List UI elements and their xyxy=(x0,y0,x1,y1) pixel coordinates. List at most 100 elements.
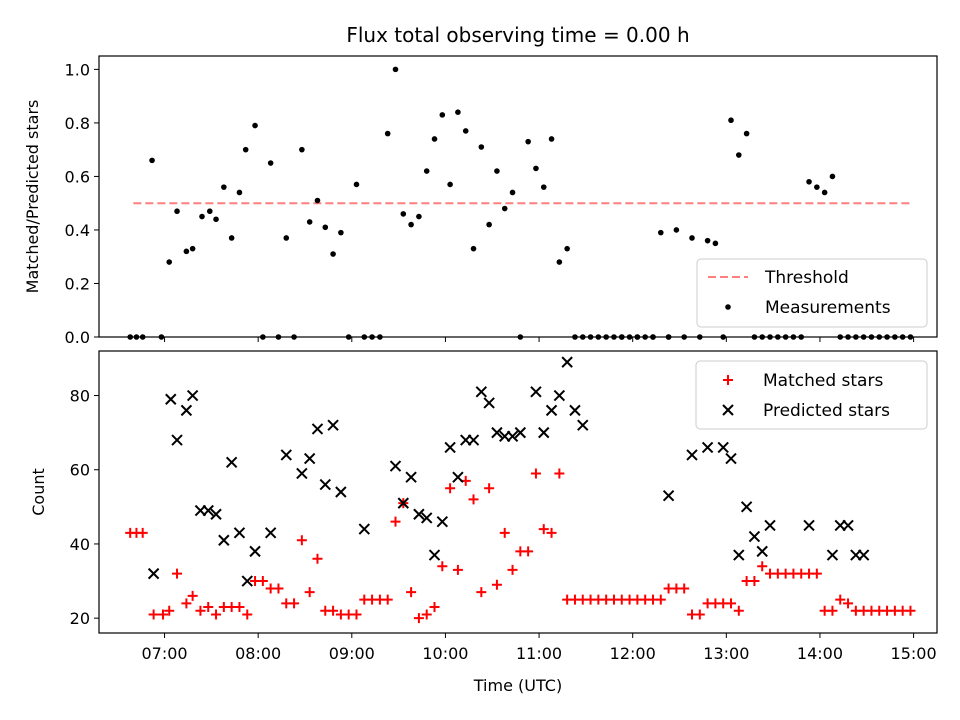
measurement-point xyxy=(439,112,446,118)
predicted-star-point xyxy=(413,508,425,520)
y-tick-label: 0.4 xyxy=(65,221,90,240)
matched-star-point xyxy=(181,598,192,609)
measurement-point xyxy=(338,229,344,236)
predicted-star-point xyxy=(241,575,253,587)
measurement-point xyxy=(447,181,453,188)
matched-star-point xyxy=(157,609,168,620)
x-tick-label: 10:00 xyxy=(422,644,468,663)
predicted-star-point xyxy=(561,356,573,368)
measurement-point xyxy=(564,245,570,252)
matched-star-point xyxy=(905,605,916,616)
measurement-point xyxy=(330,251,336,257)
predicted-star-point xyxy=(842,519,854,532)
predicted-star-point xyxy=(202,504,214,517)
matched-star-point xyxy=(437,561,448,572)
matched-star-point xyxy=(491,579,502,590)
predicted-star-point xyxy=(803,519,815,532)
matched-star-point xyxy=(289,598,300,609)
measurement-point xyxy=(423,168,430,174)
matched-star-point xyxy=(164,605,175,616)
measurement-point xyxy=(478,144,485,150)
measurement-point xyxy=(416,213,422,220)
legend-frame xyxy=(696,258,928,328)
legend-measurement-label: Measurements xyxy=(765,298,891,318)
measurement-point xyxy=(486,221,492,228)
predicted-star-point xyxy=(733,549,745,561)
measurement-point xyxy=(728,117,734,124)
matched-star-point xyxy=(733,605,744,616)
y-tick-label: 0.6 xyxy=(65,167,90,186)
predicted-star-point xyxy=(335,486,347,498)
predicted-star-point xyxy=(280,449,292,461)
predicted-star-point xyxy=(327,419,339,431)
measurement-point xyxy=(400,211,407,217)
measurement-point xyxy=(540,184,547,190)
measurement-point xyxy=(384,130,391,137)
matched-star-point xyxy=(694,609,705,620)
predicted-star-point xyxy=(311,423,324,435)
measurement-point xyxy=(267,160,274,166)
legend-matched-label: Matched stars xyxy=(763,371,883,391)
predicted-star-point xyxy=(218,534,230,546)
matched-star-point xyxy=(835,594,846,605)
y-tick-label: 40 xyxy=(70,535,90,554)
matched-star-point xyxy=(749,576,760,587)
matched-star-point xyxy=(499,527,510,538)
matched-star-point xyxy=(242,609,253,620)
predicted-star-point xyxy=(303,452,316,465)
measurement-point xyxy=(462,128,469,134)
predicted-star-point xyxy=(210,508,222,520)
matched-star-point xyxy=(351,609,362,620)
measurement-point xyxy=(548,136,555,142)
predicted-star-point xyxy=(491,426,503,439)
measurement-point xyxy=(314,197,321,204)
predicted-star-point xyxy=(569,404,581,417)
matched-star-point xyxy=(195,605,206,616)
predicted-star-point xyxy=(444,441,456,454)
matched-star-point xyxy=(679,583,690,594)
matched-star-point xyxy=(429,602,440,613)
matched-star-point xyxy=(406,587,417,598)
x-tick-label: 11:00 xyxy=(516,644,562,663)
predicted-star-point xyxy=(538,426,550,439)
legend-measurement-swatch xyxy=(725,304,731,310)
predicted-star-point xyxy=(577,419,589,431)
chart-title: Flux total observing time = 0.00 h xyxy=(346,23,689,47)
predicted-star-point xyxy=(249,545,261,558)
measurement-point xyxy=(556,259,563,265)
y-tick-label: 0.2 xyxy=(65,274,90,293)
x-tick-label: 12:00 xyxy=(610,644,656,663)
predicted-star-point xyxy=(545,404,558,417)
legend-predicted-swatch xyxy=(722,404,734,416)
predicted-star-point xyxy=(740,501,753,513)
matched-star-point xyxy=(811,568,822,579)
predicted-star-point xyxy=(264,527,277,539)
measurement-point xyxy=(149,157,155,164)
measurement-point xyxy=(174,208,180,215)
measurement-point xyxy=(408,221,414,228)
predicted-star-point xyxy=(764,519,776,532)
matched-star-point xyxy=(554,468,565,479)
matched-star-point xyxy=(484,483,495,494)
measurement-point xyxy=(821,189,828,196)
matched-star-point xyxy=(421,609,432,620)
measurement-point xyxy=(736,152,742,158)
predicted-star-point xyxy=(725,452,737,465)
x-axis-label: Time (UTC) xyxy=(473,676,562,695)
measurement-point xyxy=(712,240,719,247)
predicted-star-point xyxy=(225,456,238,469)
predicted-star-point xyxy=(428,549,441,561)
matched-star-point xyxy=(530,468,541,479)
legend-frame xyxy=(695,360,928,430)
predicted-star-point xyxy=(147,567,160,580)
matched-star-point xyxy=(655,594,666,605)
matched-star-point xyxy=(757,561,768,572)
measurement-point xyxy=(166,259,173,265)
y-tick-label: 0.0 xyxy=(65,328,90,347)
predicted-star-point xyxy=(319,478,331,491)
predicted-star-point xyxy=(756,545,768,558)
measurement-point xyxy=(657,229,664,236)
matched-star-point xyxy=(476,587,487,598)
predicted-star-point xyxy=(686,449,698,461)
